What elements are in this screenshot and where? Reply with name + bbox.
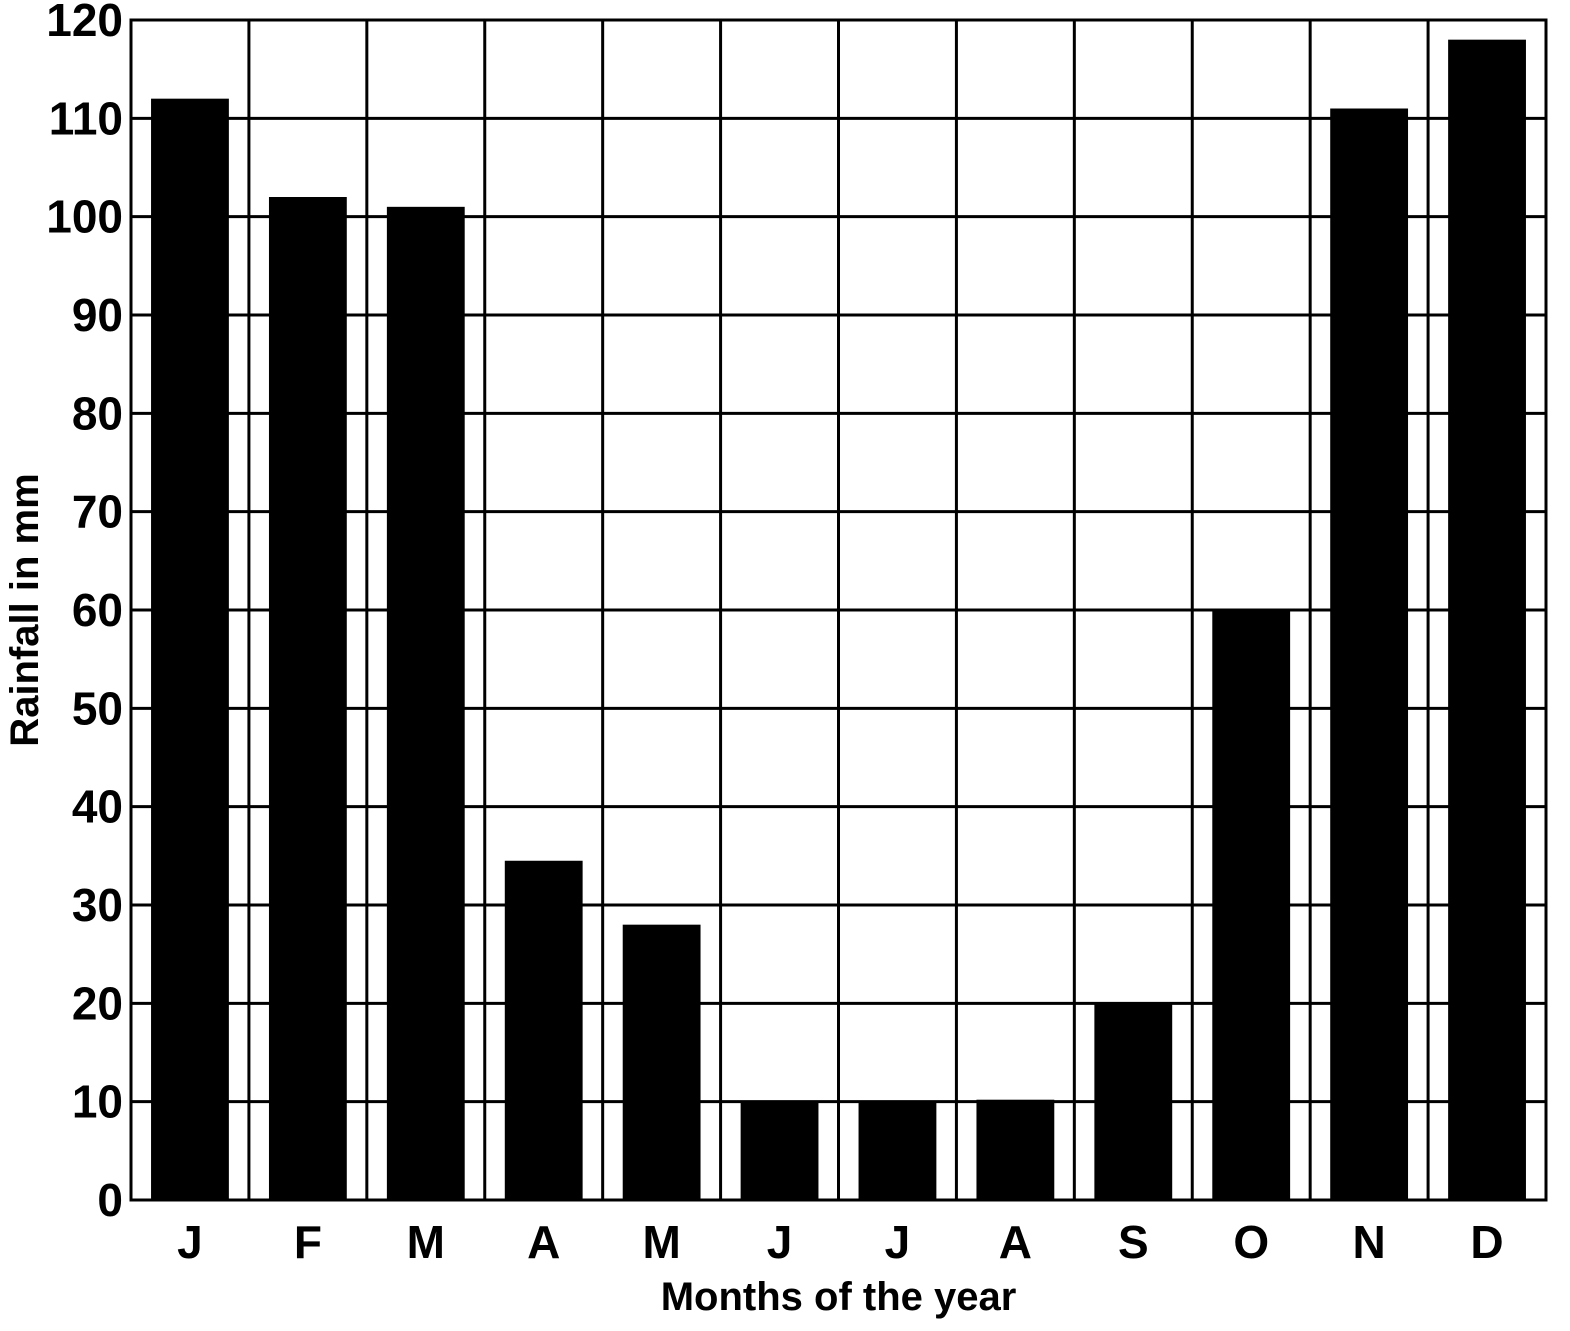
x-tick-label: J — [177, 1216, 203, 1268]
x-tick-label: N — [1353, 1216, 1386, 1268]
y-tick-labels: 0 10 20 30 40 50 60 70 80 90 100 110 120 — [46, 0, 123, 1226]
y-tick-label: 50 — [72, 682, 123, 734]
x-tick-label: O — [1233, 1216, 1269, 1268]
bar-11 — [1448, 39, 1526, 1201]
bars — [151, 39, 1526, 1201]
bar-4 — [622, 924, 701, 1200]
y-tick-label: 80 — [72, 387, 123, 439]
bar-10 — [1330, 108, 1409, 1200]
y-tick-label: 30 — [72, 879, 123, 931]
x-tick-label: S — [1118, 1216, 1149, 1268]
x-tick-label: M — [407, 1216, 445, 1268]
y-tick-label: 20 — [72, 977, 123, 1029]
y-tick-label: 0 — [97, 1174, 123, 1226]
x-tick-label: J — [885, 1216, 911, 1268]
bar-0 — [151, 98, 229, 1201]
bar-1 — [268, 197, 347, 1200]
x-tick-label: F — [294, 1216, 322, 1268]
x-tick-label: J — [767, 1216, 793, 1268]
plot-frame — [129, 18, 1548, 1202]
x-tick-label: A — [527, 1216, 560, 1268]
bar-5 — [740, 1101, 819, 1200]
bar-2 — [386, 206, 465, 1201]
y-tick-label: 10 — [72, 1076, 123, 1128]
bar-7 — [976, 1099, 1055, 1200]
y-tick-label: 110 — [49, 92, 123, 144]
bar-8 — [1094, 1003, 1173, 1200]
x-tick-label: M — [642, 1216, 680, 1268]
y-tick-label: 90 — [72, 289, 123, 341]
y-tick-label: 70 — [72, 486, 123, 538]
bar-9 — [1212, 610, 1291, 1200]
y-tick-label: 40 — [72, 781, 123, 833]
bar-6 — [858, 1101, 937, 1200]
x-tick-label: A — [999, 1216, 1032, 1268]
x-axis-title: Months of the year — [661, 1275, 1017, 1319]
y-tick-label: 120 — [46, 0, 123, 46]
bar-3 — [504, 860, 583, 1200]
y-tick-label: 60 — [72, 584, 123, 636]
x-tick-label: D — [1470, 1216, 1503, 1268]
y-axis-title: Rainfall in mm — [3, 473, 47, 746]
y-tick-label: 100 — [46, 191, 123, 243]
